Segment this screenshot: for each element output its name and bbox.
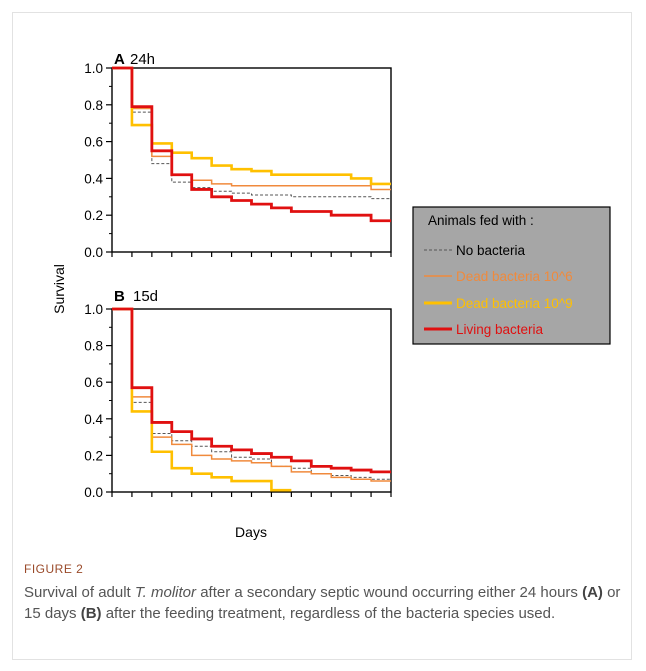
- panel-a-lines: [112, 66, 391, 223]
- legend-label-dead-10-6: Dead bacteria 10^6: [456, 269, 573, 284]
- legend-title: Animals fed with :: [428, 213, 534, 228]
- panel-b-ytick-label: 0.8: [84, 339, 103, 354]
- panel-a-series-no-bacteria: [112, 67, 391, 200]
- legend: Animals fed with : No bacteria Dead bact…: [412, 206, 611, 345]
- legend-label-living: Living bacteria: [456, 322, 544, 337]
- panel-b-axes-box: [111, 308, 392, 493]
- panel-a-ytick-label: 0.6: [84, 135, 103, 150]
- legend-label-dead-10-9: Dead bacteria 10^9: [456, 296, 573, 311]
- x-axis-label: Days: [235, 524, 267, 540]
- caption-ref-b: (B): [80, 605, 102, 622]
- panel-a-series-dead-10-9: [112, 66, 391, 186]
- caption-text-2: after a secondary septic wound occurring…: [196, 584, 583, 601]
- panel-b-letter: B: [114, 288, 125, 305]
- panel-b-series-no-bacteria: [112, 308, 391, 480]
- caption-text-1: Survival of adult: [24, 584, 135, 601]
- panel-a-letter: A: [114, 51, 125, 68]
- panel-b-series-dead-10-9: [112, 307, 292, 492]
- caption-species: T. molitor: [134, 584, 197, 601]
- panel-a: A 24h 0.0 0.2 0.4 0.6 0.8 1.0: [84, 51, 392, 260]
- y-axis-label: Survival: [51, 264, 67, 314]
- panel-b-title: 15d: [133, 288, 158, 305]
- panel-b-ticks: 0.0 0.2 0.4 0.6 0.8 1.0: [84, 302, 392, 500]
- panel-a-ytick-label: 0.8: [84, 98, 103, 113]
- panel-a-ytick-label: 1.0: [84, 61, 103, 76]
- panel-a-ytick-label: 0.4: [84, 171, 103, 186]
- panel-a-ytick-label: 0.0: [84, 245, 103, 260]
- panel-a-title: 24h: [130, 51, 155, 68]
- panel-b-ytick-label: 0.6: [84, 375, 103, 390]
- panel-b-series-living: [112, 307, 391, 474]
- panel-a-axes-box: [111, 67, 392, 253]
- figure-label: FIGURE 2: [24, 562, 84, 576]
- legend-label-no-bacteria: No bacteria: [456, 243, 526, 258]
- caption-text-3: or 15 days: [24, 584, 621, 622]
- panel-a-ytick-label: 0.2: [84, 208, 103, 223]
- panel-b-ytick-label: 0.2: [84, 448, 103, 463]
- caption-ref-a: (A): [582, 584, 603, 601]
- panel-b-series-dead-10-6: [112, 308, 391, 482]
- panel-b-ytick-label: 0.4: [84, 412, 103, 427]
- caption-text-4: after the feeding treatment, regardless …: [101, 605, 556, 622]
- panel-a-ticks: 0.0 0.2 0.4 0.6 0.8 1.0: [84, 61, 392, 260]
- panel-b-ytick-label: 1.0: [84, 302, 103, 317]
- panel-b: B 15d 0.0 0.2 0.4 0.6 0.8 1.0: [84, 288, 392, 500]
- panel-b-lines: [112, 307, 391, 492]
- panel-a-series-living: [112, 66, 391, 223]
- panel-b-ytick-label: 0.0: [84, 485, 103, 500]
- figure-caption: Survival of adult T. molitor after a sec…: [24, 582, 624, 624]
